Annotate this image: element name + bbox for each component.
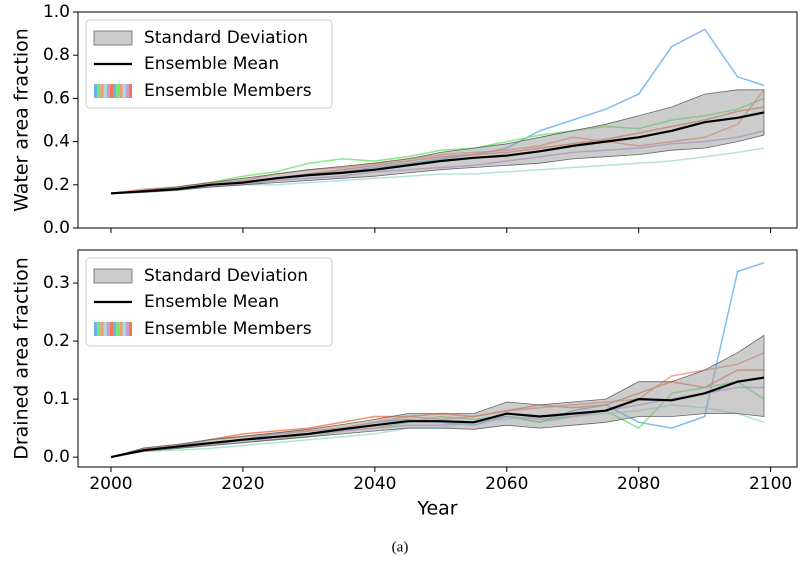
x-tick-label: 2060 (485, 474, 528, 494)
legend-swatch-member (122, 322, 126, 336)
y-tick-label: 0.6 (43, 88, 70, 108)
x-tick-label: 2000 (89, 474, 132, 494)
legend-swatch-member (122, 84, 126, 98)
x-axis-label: Year (416, 498, 457, 520)
caption: (a) (392, 539, 409, 555)
legend-swatch-member (103, 84, 107, 98)
legend-label: Ensemble Mean (144, 54, 279, 74)
legend-swatch-member (106, 84, 110, 98)
mean-line (110, 376, 765, 459)
x-tick-label: 2080 (617, 474, 660, 494)
legend-swatch-member (100, 84, 104, 98)
legend-swatch-member (97, 322, 101, 336)
legend-label: Ensemble Members (144, 319, 312, 339)
x-tick-label: 2100 (749, 474, 792, 494)
legend-swatch-member (97, 84, 101, 98)
y-tick-label: 0.2 (43, 175, 70, 195)
y-tick-label: 0.0 (43, 447, 70, 467)
legend-box (85, 257, 333, 347)
legend-swatch-member (128, 322, 132, 336)
axes-frame (77, 249, 798, 468)
legend-swatch-member (119, 84, 123, 98)
legend-swatch-band (93, 30, 133, 46)
y-tick-label: 0.8 (43, 45, 70, 65)
legend-swatch-member (106, 322, 110, 336)
mean-line (110, 111, 765, 195)
plot-area (110, 28, 765, 195)
legend-swatch-member (109, 322, 113, 336)
x-tick-label: 2040 (353, 474, 396, 494)
legend-box (85, 19, 333, 109)
y-tick-label: 0.2 (43, 331, 70, 351)
legend-swatch-member (125, 322, 129, 336)
legend-swatch-member (116, 84, 120, 98)
y-tick-label: 0.0 (43, 218, 70, 238)
legend-label: Ensemble Mean (144, 292, 279, 312)
legend-swatch-member (116, 322, 120, 336)
legend-swatch-member (94, 84, 98, 98)
x-tick-label: 2020 (221, 474, 264, 494)
legend-label: Ensemble Members (144, 81, 312, 101)
y-tick-label: 0.3 (43, 273, 70, 293)
legend-swatch-member (103, 322, 107, 336)
legend-swatch-member (100, 322, 104, 336)
y-axis-label: Water area fraction (11, 28, 33, 212)
legend-swatch-member (119, 322, 123, 336)
legend-swatch-member (128, 84, 132, 98)
legend-label: Standard Deviation (144, 28, 308, 48)
y-tick-label: 1.0 (43, 2, 70, 22)
legend-swatch-member (113, 84, 117, 98)
y-axis-label: Drained area fraction (11, 257, 33, 460)
legend-label: Standard Deviation (144, 266, 308, 286)
std-band (110, 334, 765, 458)
axes-frame (77, 11, 798, 229)
plot-area (110, 262, 765, 459)
legend-swatch-member (94, 322, 98, 336)
y-tick-label: 0.4 (43, 132, 70, 152)
legend-swatch-member (125, 84, 129, 98)
legend-swatch-member (113, 322, 117, 336)
legend-swatch-band (93, 268, 133, 284)
legend-swatch-member (109, 84, 113, 98)
y-tick-label: 0.1 (43, 389, 70, 409)
